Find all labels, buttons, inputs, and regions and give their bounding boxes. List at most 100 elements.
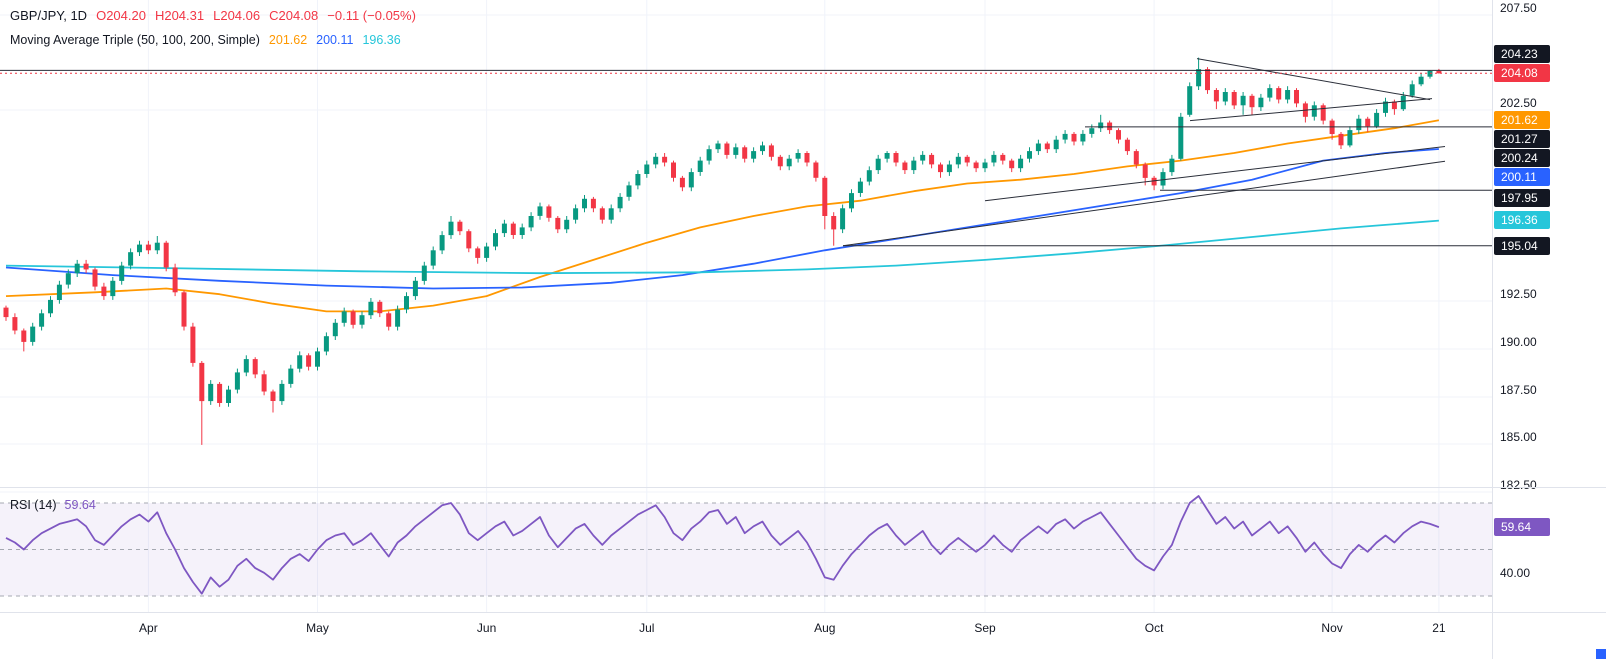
candle-body	[1294, 90, 1299, 104]
candle-body	[12, 317, 18, 331]
scroll-corner-marker	[1596, 649, 1606, 659]
chart-canvas[interactable]	[0, 0, 1492, 612]
candle-body	[1436, 71, 1442, 74]
candle-body	[679, 177, 685, 188]
axis-tick: 187.50	[1500, 383, 1537, 397]
candle-body	[742, 147, 748, 159]
candle-body	[145, 244, 151, 251]
candle-body	[83, 263, 89, 270]
candle-body	[884, 153, 890, 159]
candle-body	[252, 359, 258, 375]
price-badge: 59.64	[1494, 518, 1550, 536]
price-badge: 196.36	[1494, 211, 1550, 229]
candle-body	[190, 326, 196, 363]
rsi-indicator-title[interactable]: RSI (14)	[10, 498, 57, 512]
rsi-indicator-legend: RSI (14) 59.64	[10, 498, 96, 512]
time-axis-label: Jul	[639, 621, 655, 635]
candle-body	[1000, 154, 1006, 161]
candle-body	[608, 208, 614, 220]
candle-body	[1160, 172, 1166, 186]
time-axis-label: Nov	[1321, 621, 1343, 635]
candle-body	[546, 206, 552, 218]
candle-body	[1187, 86, 1193, 115]
candle-body	[359, 315, 365, 325]
axis-tick: 207.50	[1500, 1, 1537, 15]
candle-body	[1098, 122, 1104, 129]
candle-body	[893, 153, 899, 163]
candle-body	[208, 383, 214, 402]
axis-tick: 185.00	[1500, 430, 1537, 444]
ma-indicator-legend: Moving Average Triple (50, 100, 200, Sim…	[10, 33, 401, 47]
candle-body	[1249, 95, 1255, 108]
time-axis-label: Jun	[476, 621, 497, 635]
candle-body	[386, 313, 392, 327]
price-badge: 200.11	[1494, 168, 1550, 186]
candle-body	[1285, 90, 1291, 100]
time-axis-label: Oct	[1144, 621, 1164, 635]
candle-body	[137, 244, 142, 253]
candle-body	[448, 221, 454, 236]
candle-body	[368, 301, 374, 316]
ohlc-low: L204.06	[213, 8, 261, 23]
candle-body	[421, 265, 427, 281]
ma-indicator-title[interactable]: Moving Average Triple (50, 100, 200, Sim…	[10, 33, 260, 47]
candle-body	[920, 154, 926, 161]
candle-body	[849, 193, 854, 209]
symbol-legend: GBP/JPY, 1D O204.20 H204.31 L204.06 C204…	[10, 8, 416, 23]
candle-body	[332, 322, 338, 337]
ma-lines	[5, 119, 1440, 313]
ohlc-close: C204.08	[269, 8, 319, 23]
candle-body	[902, 162, 908, 171]
candle-body	[510, 223, 516, 235]
candle-body	[1231, 92, 1237, 106]
candle-body	[929, 154, 935, 165]
candle-body	[1089, 128, 1095, 134]
trend-line	[1189, 98, 1433, 122]
candle-body	[466, 231, 472, 249]
candle-body	[297, 355, 303, 369]
candle-body	[501, 223, 507, 234]
candle-body	[555, 217, 561, 230]
candle-body	[1240, 95, 1246, 106]
candle-body	[1151, 177, 1157, 186]
time-axis-separator	[0, 612, 1606, 613]
candle-body	[688, 172, 694, 188]
pane-separator[interactable]	[0, 487, 1606, 488]
candle-body	[857, 181, 863, 193]
candle-body	[1116, 130, 1121, 140]
candle-body	[1107, 122, 1113, 131]
candle-body	[21, 330, 27, 342]
candle-body	[1169, 158, 1175, 173]
candle-body	[671, 162, 676, 178]
candle-body	[875, 158, 881, 171]
rsi-value: 59.64	[64, 498, 96, 512]
price-badge: 204.23	[1494, 45, 1550, 63]
candle-body	[270, 391, 276, 401]
symbol-title[interactable]: GBP/JPY, 1D	[10, 8, 88, 23]
trend-line	[842, 160, 1446, 247]
candle-body	[119, 265, 125, 281]
candle-body	[323, 336, 329, 352]
candle-body	[706, 149, 712, 161]
candle-body	[74, 263, 80, 274]
drawing-lines	[0, 58, 1492, 247]
candle-body	[1347, 130, 1353, 146]
candle-body	[964, 156, 970, 163]
time-axis[interactable]: Apr May Jun Jul Aug Sep Oct Nov 21	[0, 612, 1492, 659]
candle-body	[955, 156, 961, 165]
candle-body	[786, 158, 792, 167]
candle-body	[65, 273, 71, 285]
price-axis[interactable]: 207.50 202.50 192.50 190.00 187.50 185.00 182.…	[1492, 0, 1606, 659]
candle-body	[1018, 158, 1024, 169]
rsi-line	[5, 495, 1440, 595]
trend-line	[1196, 58, 1431, 101]
candle-body	[644, 164, 650, 174]
candle-body	[172, 267, 178, 293]
candle-body	[39, 313, 45, 327]
candle-body	[697, 160, 703, 172]
candle-body	[751, 151, 757, 159]
candle-body	[350, 311, 356, 325]
candle-body	[288, 368, 294, 384]
candle-body	[1258, 97, 1264, 108]
axis-tick: 192.50	[1500, 287, 1537, 301]
